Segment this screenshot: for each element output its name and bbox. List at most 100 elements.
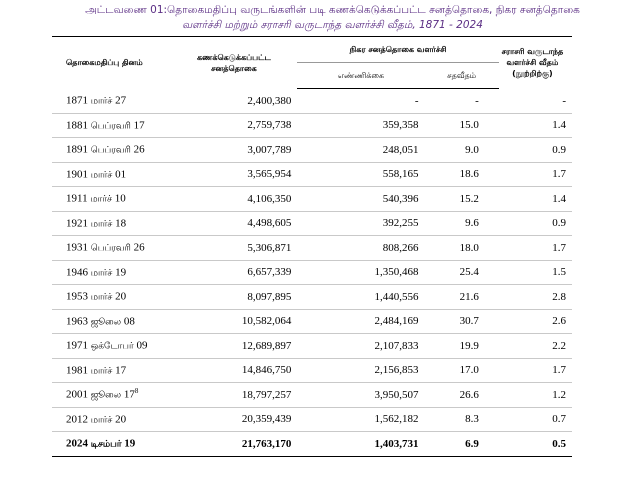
cell-month: மார்ச் (90, 366, 113, 377)
cell-day: 19 (115, 266, 127, 279)
cell-year: 1981 (66, 364, 88, 377)
cell-net-number: 558,165 (297, 162, 425, 187)
header-net-growth: நிகர சனத்தொகை வளர்ச்சி (297, 36, 499, 63)
cell-avg-growth: 2.6 (498, 309, 572, 334)
cell-net-percent: 8.3 (424, 407, 499, 432)
cell-net-percent: 15.2 (424, 186, 499, 212)
cell-population: 10,582,064 (176, 309, 298, 334)
footnote-marker: 8 (134, 387, 139, 396)
cell-month: ஜூலை (90, 317, 122, 328)
cell-year: 2001 (66, 389, 88, 402)
cell-net-percent: 26.6 (424, 382, 499, 408)
cell-net-number: 2,156,853 (297, 358, 425, 383)
cell-avg-growth: 1.2 (498, 382, 572, 408)
cell-net-percent: 17.0 (424, 358, 499, 383)
cell-net-number: 1,350,468 (297, 260, 425, 285)
cell-net-percent: - (424, 88, 499, 114)
cell-population: 8,097,895 (176, 284, 298, 310)
table-row: 1911 மார்ச் 10 4,106,350 540,396 15.2 1.4 (52, 186, 572, 212)
title-line-1: அட்டவணை 01:தொகைமதிப்பு வருடங்களின் படி க… (85, 4, 580, 16)
cell-net-percent: 15.0 (424, 113, 499, 138)
cell-net-number: 248,051 (297, 137, 425, 163)
cell-month: மார்ச் (90, 415, 113, 426)
header-percent: சதவீதம் (424, 62, 499, 89)
table-title: அட்டவணை 01:தொகைமதிப்பு வருடங்களின் படி க… (40, 3, 625, 33)
cell-day: 20 (115, 291, 127, 304)
cell-day: 17 (115, 364, 127, 377)
header-avg-growth: சராசரி வருடாந்த வளர்ச்சி வீதம் (நூற்றிற்… (501, 47, 564, 79)
cell-population: 4,498,605 (176, 211, 298, 236)
table-row: 1901 மார்ச் 01 3,565,954 558,165 18.6 1.7 (52, 162, 572, 187)
table-row: 1971 ஒக்டோபர் 09 12,689,897 2,107,833 19.9 2… (52, 333, 572, 359)
cell-population: 4,106,350 (176, 186, 298, 212)
cell-net-number: 359,358 (297, 113, 425, 138)
cell-date: 2012 மார்ச் 20 (52, 407, 177, 432)
cell-month: ஒக்டோபர் (90, 342, 134, 353)
cell-year: 1881 (66, 119, 88, 132)
cell-day: 20 (115, 413, 127, 426)
cell-year: 1931 (66, 242, 88, 255)
cell-date: 1891 பெப்ரவரி 26 (52, 137, 177, 163)
cell-date: 1931 பெப்ரவரி 26 (52, 235, 177, 261)
cell-year: 1891 (66, 144, 88, 157)
cell-population: 2,400,380 (176, 88, 298, 114)
cell-population: 14,846,750 (176, 358, 298, 383)
cell-year: 1953 (66, 291, 88, 304)
cell-avg-growth: 2.8 (498, 284, 572, 310)
cell-net-percent: 9.0 (424, 137, 499, 163)
cell-month: மார்ச் (90, 293, 113, 304)
cell-date: 1946 மார்ச் 19 (52, 260, 177, 285)
cell-year: 1921 (66, 217, 88, 230)
cell-net-percent: 18.6 (424, 162, 499, 187)
cell-avg-growth: 0.9 (498, 211, 572, 236)
cell-date: 1953 மார்ச் 20 (52, 284, 177, 310)
cell-month: மார்ச் (90, 219, 113, 230)
cell-year: 1871 (66, 94, 88, 107)
table-header: தொகைமதிப்பு தினம் கணக்கெடுக்கப்பட்ட சனத்… (52, 36, 572, 89)
cell-population: 5,306,871 (176, 235, 298, 261)
cell-date: 2024 டிசம்பர் 19 (52, 431, 177, 457)
cell-day: 17 (123, 389, 135, 402)
table-row: 1946 மார்ச் 19 6,657,339 1,350,468 25.4 1.5 (52, 260, 572, 285)
cell-date: 1911 மார்ச் 10 (52, 186, 177, 212)
cell-avg-growth: 1.7 (498, 235, 572, 261)
cell-avg-growth: 1.7 (498, 162, 572, 187)
cell-avg-growth: 1.4 (498, 113, 572, 138)
cell-date: 2001 ஜூலை 178 (52, 382, 177, 408)
cell-year: 1946 (66, 266, 88, 279)
cell-month: மார்ச் (90, 96, 113, 107)
header-number: எண்ணிக்கை (297, 62, 425, 89)
cell-day: 01 (115, 168, 127, 181)
cell-month: பெப்ரவரி (90, 244, 131, 255)
cell-day: 08 (123, 315, 135, 328)
cell-date: 1881 பெப்ரவரி 17 (52, 113, 177, 138)
cell-year: 2024 (66, 438, 88, 451)
cell-net-number: 2,484,169 (297, 309, 425, 334)
cell-net-percent: 30.7 (424, 309, 499, 334)
header-date: தொகைமதிப்பு தினம் (66, 58, 143, 68)
cell-net-number: - (297, 88, 425, 114)
census-table: தொகைமதிப்பு தினம் கணக்கெடுக்கப்பட்ட சனத்… (52, 36, 572, 457)
cell-avg-growth: 1.4 (498, 186, 572, 212)
table-row: 1963 ஜூலை 08 10,582,064 2,484,169 30.7 2.6 (52, 309, 572, 334)
title-line-2: வளர்ச்சி மற்றும் சராசரி வருடாந்த வளர்ச்ச… (182, 19, 483, 31)
table-row: 2001 ஜூலை 178 18,797,257 3,950,507 26.6 1.2 (52, 382, 572, 408)
cell-year: 1971 (66, 340, 88, 353)
cell-month: மார்ச் (90, 195, 112, 206)
cell-day: 09 (136, 340, 148, 353)
cell-date: 1971 ஒக்டோபர் 09 (52, 333, 177, 359)
cell-avg-growth: 1.5 (498, 260, 572, 285)
cell-avg-growth: - (498, 88, 572, 114)
cell-population: 2,759,738 (176, 113, 298, 138)
table-row: 1881 பெப்ரவரி 17 2,759,738 359,358 15.0 1.4 (52, 113, 572, 138)
cell-population: 3,007,789 (176, 137, 298, 163)
cell-net-percent: 6.9 (424, 431, 499, 457)
cell-year: 1963 (66, 315, 88, 328)
cell-population: 6,657,339 (176, 260, 298, 285)
cell-avg-growth: 2.2 (498, 333, 572, 359)
table-row: 2024 டிசம்பர் 19 21,763,170 1,403,731 6.9 0.… (52, 431, 572, 457)
cell-net-number: 808,266 (297, 235, 425, 261)
cell-net-number: 1,562,182 (297, 407, 425, 432)
table-row: 1921 மார்ச் 18 4,498,605 392,255 9.6 0.9 (52, 211, 572, 236)
cell-date: 1963 ஜூலை 08 (52, 309, 177, 334)
